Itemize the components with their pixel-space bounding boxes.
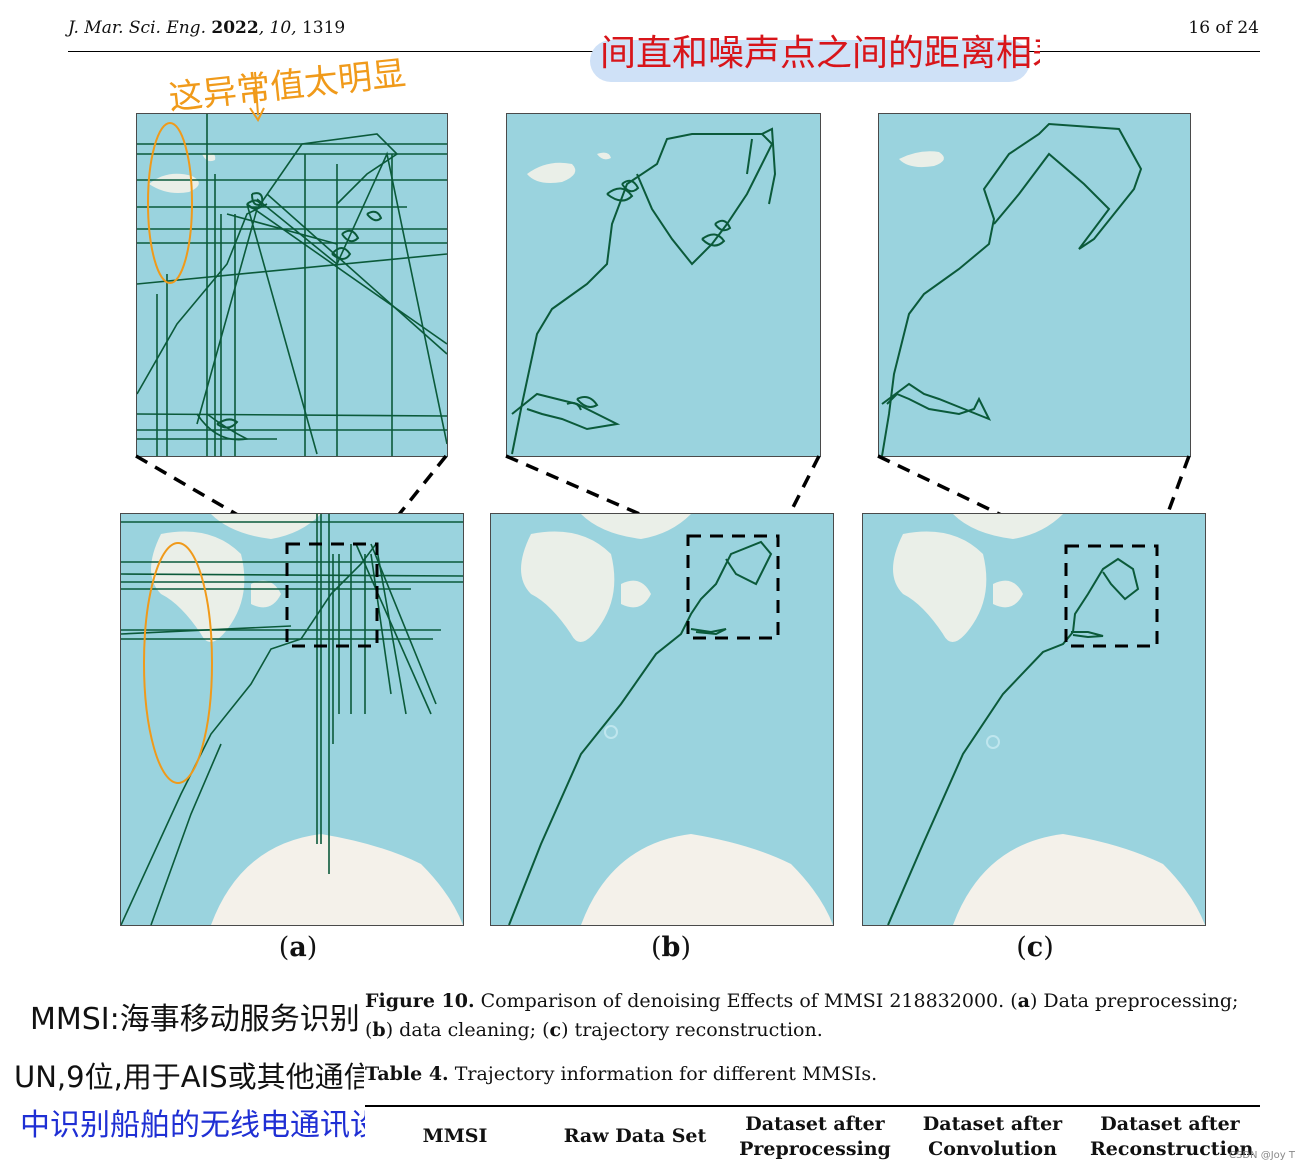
handwritten-note-red: 间直和噪声点之间的距离相差很大 — [600, 33, 1040, 74]
sublabel-c: (c) — [1016, 932, 1054, 963]
journal-volume: 10 — [269, 18, 292, 38]
map-c-zoom — [878, 113, 1191, 457]
map-b-full — [490, 513, 834, 926]
journal-page: 1319 — [301, 18, 346, 38]
table-top-rule — [365, 1105, 1260, 1107]
journal-name: J. Mar. Sci. Eng. — [68, 18, 206, 38]
journal-year: 2022 — [211, 18, 259, 38]
orange-outlier-marks — [143, 122, 213, 784]
table-title-lead: Table 4. — [365, 1063, 449, 1085]
sublabel-a: (a) — [278, 932, 318, 963]
table-header-preprocessing: Dataset after Preprocessing — [739, 1113, 891, 1160]
map-c-full — [862, 513, 1206, 926]
orange-arrow — [249, 71, 265, 122]
table-header-raw: Raw Data Set — [563, 1125, 707, 1147]
journal-citation: J. Mar. Sci. Eng. 2022, 10, 1319 — [68, 18, 346, 38]
map-b-zoom — [506, 113, 821, 457]
sublabel-b: (b) — [651, 932, 691, 963]
table-header-mmsi: MMSI — [422, 1125, 488, 1147]
table-title: Table 4. Trajectory information for diff… — [365, 1063, 878, 1085]
caption-lead: Figure 10. — [365, 990, 475, 1012]
page-number: 16 of 24 — [1188, 18, 1259, 38]
table-header-reconstruction: Dataset after Reconstruction — [1090, 1113, 1254, 1160]
handwritten-note-black-1: MMSI:海事移动服务识别码 — [30, 1002, 360, 1037]
handwritten-note-black-2: UN,9位,用于AIS或其他通信系统 — [14, 1060, 364, 1094]
table-header-convolution: Dataset after Convolution — [922, 1113, 1063, 1160]
map-a-full — [120, 513, 464, 926]
red-note-highlight — [590, 40, 1030, 82]
watermark: CSDN @Joy T — [1229, 1150, 1295, 1161]
map-a-zoom — [136, 113, 448, 457]
handwritten-note-blue: 中识别船舶的无线电通讯设备 — [20, 1108, 365, 1143]
figure-caption: Figure 10. Comparison of denoising Effec… — [365, 990, 1239, 1041]
